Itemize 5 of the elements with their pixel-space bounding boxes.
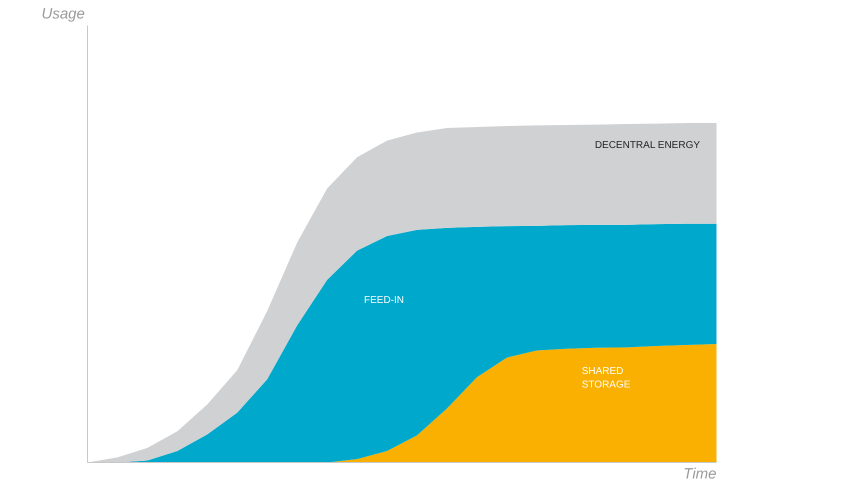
series-label: FEED-IN (364, 295, 404, 306)
text: Usage (42, 6, 85, 22)
series-label: SHARED STORAGE (582, 366, 631, 390)
series-label: DECENTRAL ENERGY (594, 140, 700, 152)
x-axis-title: Time (683, 466, 716, 482)
